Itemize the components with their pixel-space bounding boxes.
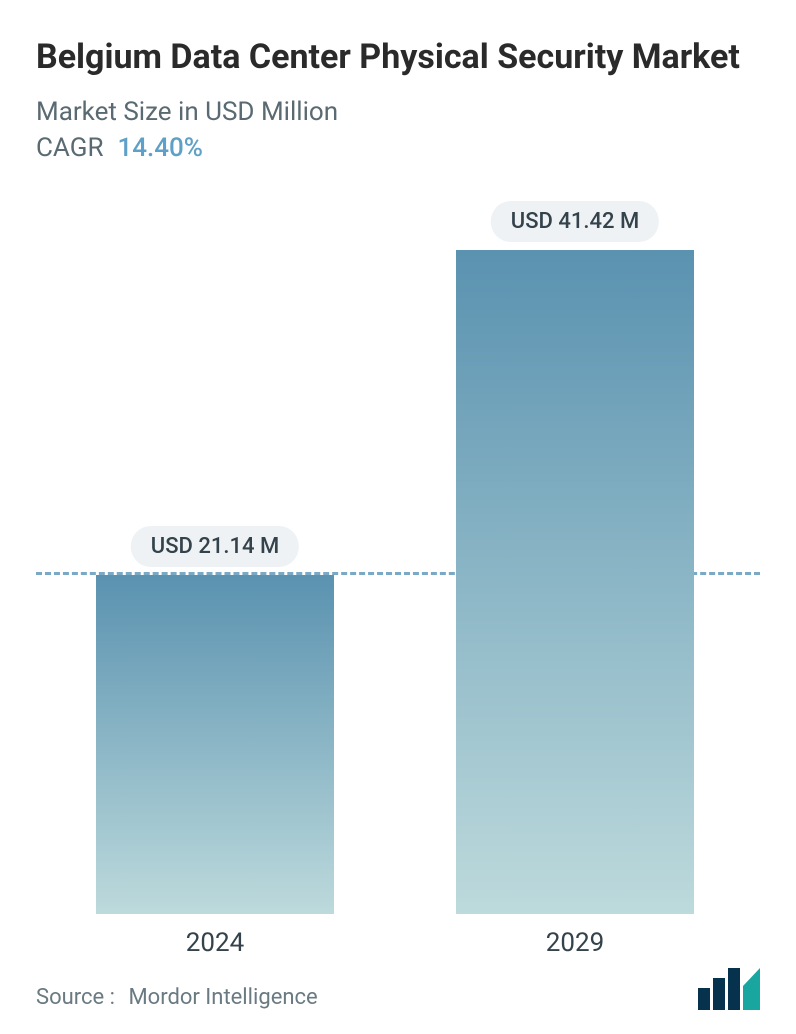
source-label: Source : xyxy=(36,985,115,1010)
bar-fill-2029 xyxy=(456,250,694,914)
value-pill-2024: USD 21.14 M xyxy=(131,526,299,567)
year-label-2029: 2029 xyxy=(546,928,604,958)
bar-2024: USD 21.14 M 2024 xyxy=(96,575,334,914)
bar-fill-2024 xyxy=(96,575,334,914)
brand-logo-icon xyxy=(698,968,760,1010)
source-text: Source : Mordor Intelligence xyxy=(36,985,318,1010)
cagr-value: 14.40% xyxy=(117,133,202,163)
chart-container: Belgium Data Center Physical Security Ma… xyxy=(0,0,796,1034)
chart-subtitle: Market Size in USD Million xyxy=(36,97,760,127)
value-pill-2029: USD 41.42 M xyxy=(491,201,659,242)
footer: Source : Mordor Intelligence xyxy=(36,968,760,1010)
chart-title: Belgium Data Center Physical Security Ma… xyxy=(36,36,760,79)
year-label-2024: 2024 xyxy=(186,928,244,958)
cagr-row: CAGR 14.40% xyxy=(36,133,760,163)
source-name: Mordor Intelligence xyxy=(128,985,317,1010)
chart-area: USD 21.14 M 2024 USD 41.42 M 2029 xyxy=(36,250,760,914)
cagr-label: CAGR xyxy=(36,133,103,163)
bar-2029: USD 41.42 M 2029 xyxy=(456,250,694,914)
